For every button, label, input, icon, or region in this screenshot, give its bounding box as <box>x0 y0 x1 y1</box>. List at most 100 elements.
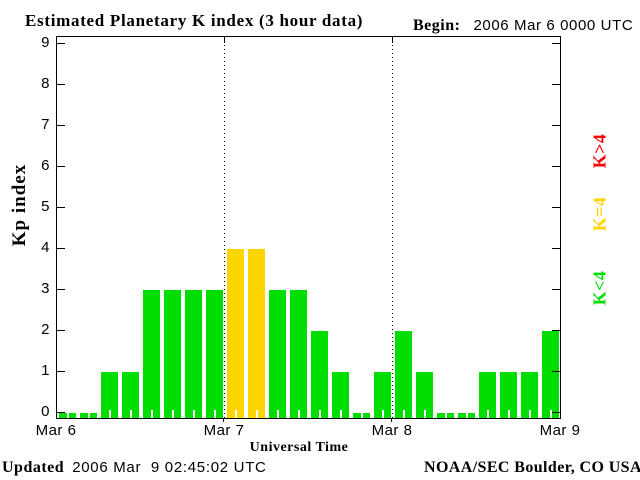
x-tick-label: Mar 9 <box>539 422 581 439</box>
bar-base-tick <box>339 410 342 418</box>
bar-base-tick <box>213 410 216 418</box>
bar-base-tick <box>150 410 153 418</box>
y-tick <box>552 412 560 413</box>
updated-line: Updated 2006 Mar 9 02:45:02 UTC <box>2 459 267 477</box>
org-credit: NOAA/SEC Boulder, CO USA <box>424 459 640 476</box>
kp-bar <box>311 331 328 418</box>
kp-bar <box>395 331 412 418</box>
bar-base-tick <box>87 410 90 418</box>
y-tick-label: 6 <box>41 157 50 174</box>
y-tick-label: 0 <box>41 403 50 420</box>
y-tick <box>57 207 65 208</box>
y-tick-label: 2 <box>41 321 50 338</box>
begin-line: Begin: 2006 Mar 6 0000 UTC <box>413 17 633 35</box>
y-tick <box>57 125 65 126</box>
day-tick <box>392 37 393 43</box>
bar-base-tick <box>465 410 468 418</box>
y-tick <box>57 412 65 413</box>
y-tick <box>57 43 65 44</box>
y-tick-label: 4 <box>41 239 50 256</box>
y-tick-label: 3 <box>41 280 50 297</box>
updated-value: 2006 Mar 9 02:45:02 UTC <box>72 459 267 476</box>
kp-bar <box>542 331 559 418</box>
kp-bar <box>374 372 391 418</box>
kp-bar <box>122 372 139 418</box>
bar-base-tick <box>171 410 174 418</box>
y-tick-label: 8 <box>41 75 50 92</box>
kp-bar <box>143 290 160 418</box>
bar-base-tick <box>444 410 447 418</box>
bar-base-tick <box>276 410 279 418</box>
y-tick-label: 1 <box>41 362 50 379</box>
bar-base-tick <box>528 410 531 418</box>
kp-bar <box>353 410 370 418</box>
y-tick <box>552 166 560 167</box>
y-tick <box>552 84 560 85</box>
y-tick <box>552 371 560 372</box>
day-separator <box>392 37 393 418</box>
y-tick <box>57 166 65 167</box>
y-tick <box>57 248 65 249</box>
y-tick <box>552 330 560 331</box>
legend-item: K=4 <box>589 196 610 232</box>
chart-title: Estimated Planetary K index (3 hour data… <box>25 11 364 30</box>
bar-base-tick <box>234 410 237 418</box>
y-tick <box>552 207 560 208</box>
begin-label: Begin: <box>413 17 461 34</box>
bar-base-tick <box>423 410 426 418</box>
y-tick <box>552 289 560 290</box>
y-tick <box>57 84 65 85</box>
day-tick <box>223 418 224 422</box>
x-tick-label: Mar 8 <box>371 422 413 439</box>
y-tick <box>552 125 560 126</box>
y-tick <box>57 289 65 290</box>
kp-bar <box>59 410 76 418</box>
kp-bar <box>206 290 223 418</box>
bar-base-tick <box>66 410 69 418</box>
y-tick <box>57 330 65 331</box>
plot-area <box>56 36 561 419</box>
day-tick <box>224 37 225 43</box>
bar-base-tick <box>360 410 363 418</box>
bar-base-tick <box>129 410 132 418</box>
kp-bar <box>290 290 307 418</box>
kp-bar <box>479 372 496 418</box>
y-tick <box>552 248 560 249</box>
y-tick-label: 7 <box>41 116 50 133</box>
kp-bar <box>437 410 454 418</box>
bar-base-tick <box>402 410 405 418</box>
x-axis-title: Universal Time <box>249 440 349 455</box>
x-tick-label: Mar 6 <box>35 422 77 439</box>
day-tick <box>391 418 392 422</box>
bar-base-tick <box>486 410 489 418</box>
kp-bar <box>269 290 286 418</box>
kp-bar <box>101 372 118 418</box>
kp-bar <box>164 290 181 418</box>
y-tick <box>57 371 65 372</box>
kp-bar <box>458 410 475 418</box>
kp-bar <box>521 372 538 418</box>
kp-bar <box>80 410 97 418</box>
legend-item: K<4 <box>589 270 610 306</box>
y-tick-label: 9 <box>41 34 50 51</box>
kp-bar <box>248 249 265 418</box>
updated-label: Updated <box>2 459 65 476</box>
kp-bar <box>500 372 517 418</box>
y-tick <box>552 43 560 44</box>
bar-base-tick <box>192 410 195 418</box>
kp-bar <box>416 372 433 418</box>
y-tick-label: 5 <box>41 198 50 215</box>
day-separator <box>224 37 225 418</box>
kp-bar <box>227 249 244 418</box>
bar-base-tick <box>255 410 258 418</box>
bar-base-tick <box>381 410 384 418</box>
kp-bar <box>185 290 202 418</box>
x-tick-label: Mar 7 <box>203 422 245 439</box>
bar-base-tick <box>549 410 552 418</box>
bar-base-tick <box>318 410 321 418</box>
bar-base-tick <box>297 410 300 418</box>
bar-base-tick <box>507 410 510 418</box>
bar-base-tick <box>108 410 111 418</box>
begin-value: 2006 Mar 6 0000 UTC <box>473 17 634 34</box>
